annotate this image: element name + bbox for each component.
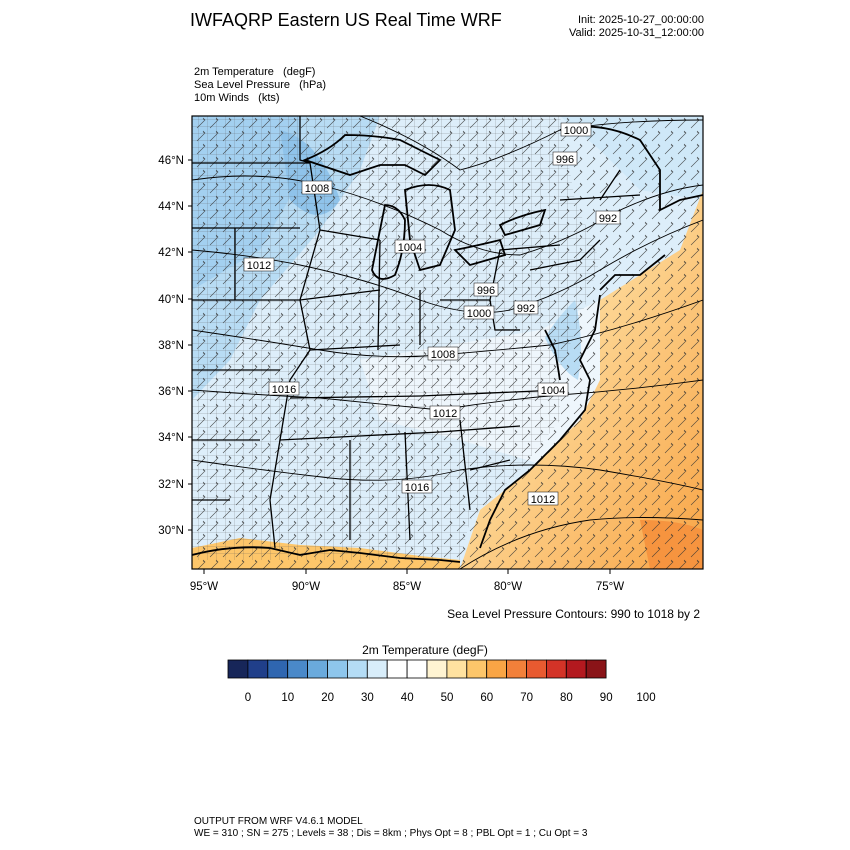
lat-tick-labels: 46°N 44°N 42°N 40°N 38°N 36°N 34°N 32°N … [158, 155, 184, 537]
colorbar [227, 659, 607, 679]
colorbar-swatch [506, 659, 527, 679]
colorbar-swatch [346, 659, 368, 679]
pressure-contours [192, 116, 703, 569]
colorbar-label: 10 [281, 692, 294, 704]
axis-ticks [188, 159, 611, 574]
pressure-label-text: 1000 996 1008 992 1004 1012 996 992 1000… [247, 125, 617, 506]
pressure-label: 1008 [431, 349, 455, 361]
colorbar-label: 40 [401, 692, 414, 704]
colorbar-label: 70 [520, 692, 533, 704]
colorbar-swatch [585, 659, 607, 679]
pressure-label: 1012 [247, 260, 271, 272]
lat-tick-label: 32°N [158, 479, 184, 491]
colorbar-label: 50 [441, 692, 454, 704]
lon-tick-label: 95°W [190, 581, 218, 593]
model-footer: OUTPUT FROM WRF V4.6.1 MODEL WE = 310 ; … [194, 816, 587, 840]
colorbar-swatch [227, 659, 249, 679]
lat-tick-label: 30°N [158, 525, 184, 537]
contour-note: Sea Level Pressure Contours: 990 to 1018… [447, 607, 700, 621]
map-frame [191, 115, 704, 570]
pressure-label: 1012 [433, 408, 457, 420]
colorbar-swatch [546, 659, 567, 679]
lat-tick-label: 46°N [158, 155, 184, 167]
colorbar-swatch [386, 659, 408, 679]
lon-tick-label: 80°W [494, 581, 522, 593]
lat-tick-label: 34°N [158, 432, 184, 444]
footer-model-line: OUTPUT FROM WRF V4.6.1 MODEL [194, 816, 363, 827]
lat-tick-label: 40°N [158, 294, 184, 306]
colorbar-label: 90 [600, 692, 613, 704]
pressure-label: 996 [556, 154, 574, 166]
map-panel: 1000 996 1008 992 1004 1012 996 992 1000… [192, 116, 703, 569]
colorbar-swatch [307, 659, 328, 679]
colorbar-label: 20 [321, 692, 334, 704]
init-time: Init: 2025-10-27_00:00:00 [578, 14, 704, 26]
colorbar-swatch [327, 659, 348, 679]
colorbar-swatch [247, 659, 269, 679]
colorbar-swatch [267, 659, 289, 679]
lon-tick-label: 75°W [596, 581, 624, 593]
pressure-label: 1008 [305, 183, 329, 195]
colorbar-swatch [287, 659, 309, 679]
valid-time: Valid: 2025-10-31_12:00:00 [569, 27, 704, 39]
state-boundaries [192, 116, 641, 549]
pressure-label: 992 [599, 213, 617, 225]
pressure-label: 1016 [272, 384, 296, 396]
pressure-label: 992 [517, 303, 535, 315]
field-temperature: 2m Temperature (degF) [194, 66, 316, 78]
pressure-label: 996 [477, 285, 495, 297]
lon-tick-label: 90°W [292, 581, 320, 593]
field-winds: 10m Winds (kts) [194, 92, 280, 104]
lat-tick-label: 38°N [158, 340, 184, 352]
pressure-label: 1016 [405, 482, 429, 494]
pressure-label: 1000 [564, 125, 588, 137]
lat-tick-label: 42°N [158, 247, 184, 259]
colorbar-swatch [486, 659, 508, 679]
colorbar-swatch [406, 659, 428, 679]
wind-barbs [192, 116, 703, 569]
lon-tick-labels: 95°W 90°W 85°W 80°W 75°W [190, 581, 624, 593]
lat-tick-label: 36°N [158, 386, 184, 398]
colorbar-swatch [526, 659, 547, 679]
lon-tick-label: 85°W [393, 581, 421, 593]
pressure-label: 1004 [398, 242, 422, 254]
map-title: IWFAQRP Eastern US Real Time WRF [190, 10, 502, 30]
colorbar-labels: 0 10 20 30 40 50 60 70 80 90 100 [245, 692, 656, 704]
pressure-labels [243, 122, 621, 506]
colorbar-swatch [466, 659, 488, 679]
colorbar-label: 30 [361, 692, 374, 704]
pressure-label: 1000 [467, 308, 491, 320]
pressure-label: 1004 [541, 385, 565, 397]
colorbar-swatch [565, 659, 587, 679]
field-pressure: Sea Level Pressure (hPa) [194, 79, 327, 91]
colorbar-label: 100 [636, 692, 655, 704]
lat-tick-label: 44°N [158, 201, 184, 213]
init-valid-times: Init: 2025-10-27_00:00:00 Valid: 2025-10… [569, 14, 704, 40]
colorbar-swatch [426, 659, 448, 679]
colorbar-swatch [446, 659, 468, 679]
pressure-label: 1012 [531, 494, 555, 506]
field-list: 2m Temperature (degF) Sea Level Pressure… [194, 66, 326, 105]
colorbar-label: 60 [480, 692, 493, 704]
colorbar-swatch [366, 659, 388, 679]
colorbar-label: 80 [560, 692, 573, 704]
colorbar-label: 0 [245, 692, 251, 704]
footer-config-line: WE = 310 ; SN = 275 ; Levels = 38 ; Dis … [194, 828, 588, 839]
colorbar-title: 2m Temperature (degF) [362, 643, 488, 657]
